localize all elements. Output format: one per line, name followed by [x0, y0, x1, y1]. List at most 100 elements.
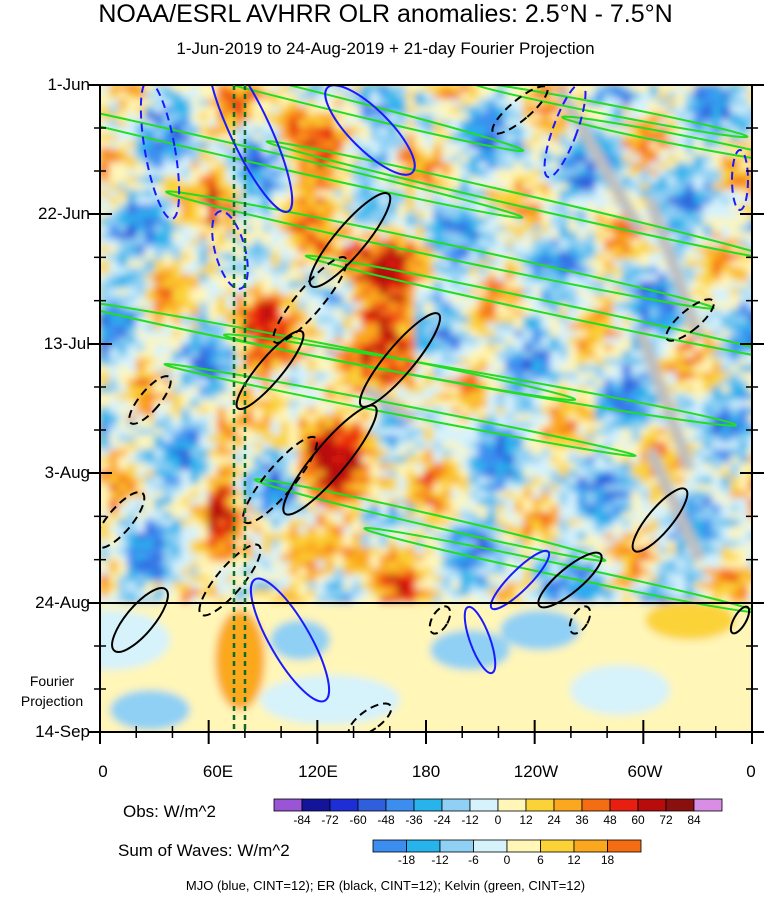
field-cell: [388, 316, 398, 324]
field-cell: [235, 512, 245, 520]
field-cell: [100, 463, 110, 471]
field-cell: [505, 211, 515, 219]
field-cell: [280, 295, 290, 303]
field-cell: [748, 519, 752, 527]
field-cell: [136, 533, 146, 541]
field-cell: [136, 295, 146, 303]
field-cell: [433, 141, 443, 149]
field-cell: [136, 547, 146, 555]
field-cell: [631, 442, 641, 450]
field-cell: [613, 358, 623, 366]
field-cell: [568, 204, 578, 212]
field-cell: [136, 274, 146, 282]
field-cell: [235, 554, 245, 562]
field-cell: [307, 379, 317, 387]
field-cell: [280, 106, 290, 114]
field-cell: [460, 218, 470, 226]
field-cell: [235, 330, 245, 338]
field-cell: [226, 183, 236, 191]
field-cell: [532, 239, 542, 247]
field-cell: [298, 484, 308, 492]
field-cell: [253, 176, 263, 184]
field-cell: [559, 225, 569, 233]
field-cell: [640, 218, 650, 226]
field-cell: [208, 204, 218, 212]
field-cell: [334, 316, 344, 324]
field-cell: [505, 92, 515, 100]
field-cell: [280, 358, 290, 366]
field-cell: [505, 484, 515, 492]
field-cell: [667, 365, 677, 373]
field-cell: [226, 456, 236, 464]
field-cell: [613, 92, 623, 100]
field-cell: [532, 400, 542, 408]
field-cell: [415, 141, 425, 149]
field-cell: [703, 477, 713, 485]
field-cell: [127, 554, 137, 562]
field-cell: [523, 127, 533, 135]
field-cell: [649, 148, 659, 156]
field-cell: [325, 309, 335, 317]
field-cell: [361, 547, 371, 555]
field-cell: [109, 526, 119, 534]
field-cell: [658, 99, 668, 107]
field-cell: [703, 428, 713, 436]
field-cell: [649, 239, 659, 247]
field-cell: [253, 85, 263, 93]
field-cell: [217, 540, 227, 548]
field-cell: [145, 372, 155, 380]
field-cell: [208, 155, 218, 163]
field-cell: [613, 435, 623, 443]
field-cell: [118, 169, 128, 177]
field-cell: [460, 197, 470, 205]
field-cell: [289, 421, 299, 429]
field-cell: [640, 120, 650, 128]
field-cell: [685, 421, 695, 429]
field-cell: [613, 526, 623, 534]
field-cell: [604, 477, 614, 485]
field-cell: [460, 470, 470, 478]
field-cell: [154, 463, 164, 471]
field-cell: [343, 477, 353, 485]
field-cell: [685, 428, 695, 436]
field-cell: [271, 288, 281, 296]
field-cell: [748, 484, 752, 492]
field-cell: [658, 141, 668, 149]
field-cell: [127, 505, 137, 513]
field-cell: [568, 414, 578, 422]
field-cell: [451, 442, 461, 450]
field-cell: [703, 134, 713, 142]
field-cell: [163, 92, 173, 100]
field-cell: [613, 323, 623, 331]
field-cell: [622, 442, 632, 450]
field-cell: [271, 225, 281, 233]
field-cell: [190, 547, 200, 555]
field-cell: [334, 533, 344, 541]
field-cell: [460, 526, 470, 534]
field-cell: [118, 106, 128, 114]
field-cell: [640, 456, 650, 464]
field-cell: [424, 106, 434, 114]
field-cell: [370, 113, 380, 121]
field-cell: [721, 106, 731, 114]
field-cell: [577, 449, 587, 457]
field-cell: [208, 519, 218, 527]
field-cell: [253, 316, 263, 324]
field-cell: [289, 155, 299, 163]
field-cell: [262, 505, 272, 513]
field-cell: [145, 533, 155, 541]
field-cell: [109, 379, 119, 387]
field-cell: [217, 561, 227, 569]
field-cell: [748, 442, 752, 450]
field-cell: [361, 358, 371, 366]
field-cell: [523, 449, 533, 457]
field-cell: [712, 316, 722, 324]
field-cell: [478, 218, 488, 226]
field-cell: [100, 533, 110, 541]
field-cell: [190, 337, 200, 345]
field-cell: [145, 491, 155, 499]
field-cell: [307, 239, 317, 247]
field-cell: [451, 533, 461, 541]
field-cell: [559, 400, 569, 408]
field-cell: [667, 225, 677, 233]
